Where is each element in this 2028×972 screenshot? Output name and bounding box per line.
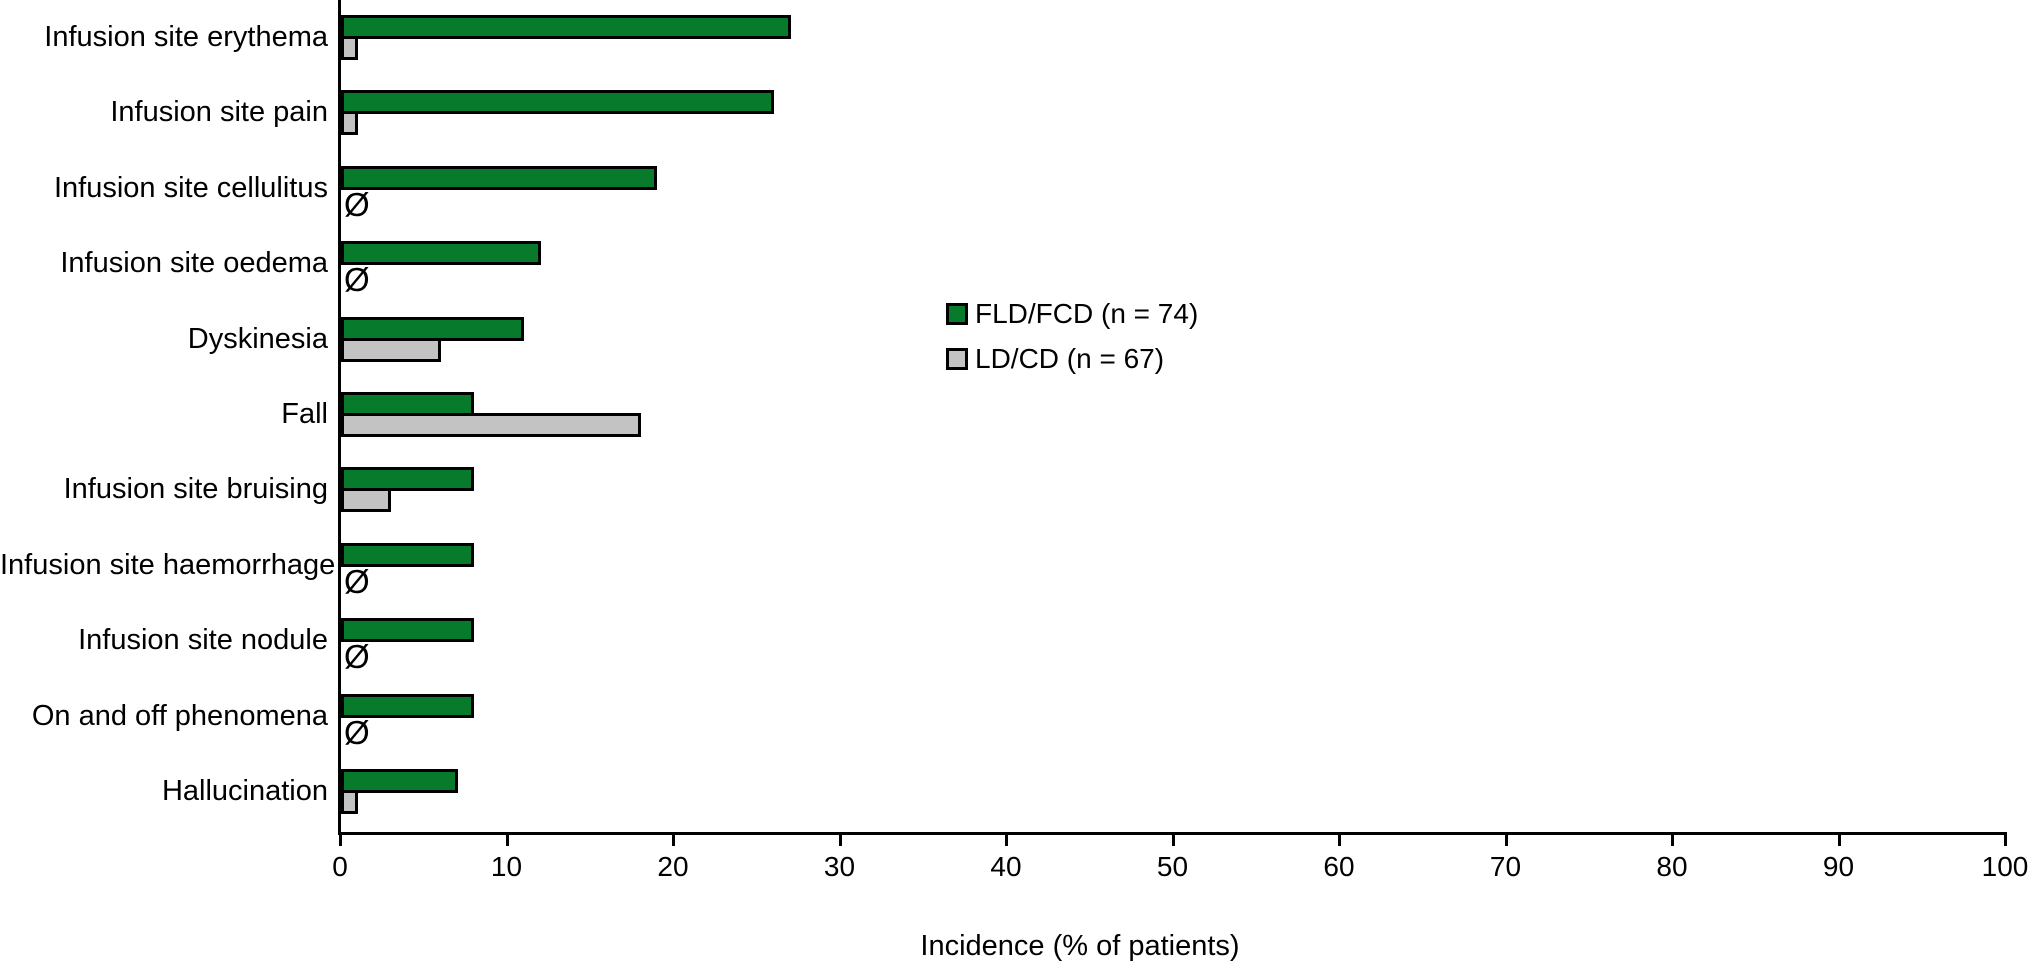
x-axis-tick-label: 40 — [990, 851, 1022, 882]
zero-marker: Ø — [344, 562, 370, 600]
category-label: Infusion site cellulitus — [53, 171, 328, 204]
legend-label: LD/CD (n = 67) — [975, 343, 1165, 374]
x-axis-tick — [1171, 832, 1175, 846]
x-axis-tick-label: 70 — [1489, 851, 1522, 882]
x-axis-tick-label: 100 — [1981, 851, 2028, 882]
legend-item: LD/CD (n = 67) — [946, 344, 1198, 374]
x-axis-tick — [1338, 832, 1341, 846]
legend-item: FLD/FCD (n = 74) — [946, 299, 1198, 329]
zero-marker: Ø — [344, 261, 370, 299]
legend-swatch-ld-cd — [946, 348, 968, 370]
category-label: Infusion site erythema — [44, 21, 328, 53]
ld-cd-bar — [341, 790, 358, 814]
legend-swatch-fld-fcd — [946, 303, 968, 325]
x-axis-tick — [1005, 832, 1008, 846]
zero-marker: Ø — [344, 713, 370, 751]
category-label: Fall — [281, 398, 328, 430]
x-axis-tick — [838, 832, 842, 846]
fld-fcd-bar — [341, 693, 474, 718]
x-axis-tick-label: 0 — [332, 851, 348, 882]
fld-fcd-bar — [341, 165, 657, 190]
x-axis-tick — [2004, 832, 2007, 846]
fld-fcd-bar — [341, 15, 791, 39]
ld-cd-bar — [341, 111, 358, 136]
zero-marker: Ø — [344, 185, 370, 223]
category-label: Infusion site oedema — [60, 247, 328, 280]
fld-fcd-bar — [341, 769, 458, 793]
x-axis-tick-label: 60 — [1323, 851, 1355, 882]
ld-cd-bar — [341, 413, 641, 437]
category-label: Infusion site bruising — [63, 473, 328, 506]
fld-fcd-bar — [341, 542, 474, 567]
category-label: Infusion site pain — [110, 96, 328, 129]
zero-marker: Ø — [344, 638, 370, 676]
fld-fcd-bar — [341, 241, 541, 266]
y-axis-line — [338, 0, 341, 835]
ld-cd-bar — [341, 337, 441, 362]
category-label: Dyskinesia — [187, 322, 328, 355]
ld-cd-bar — [341, 488, 391, 513]
x-axis-tick-label: 80 — [1656, 851, 1688, 882]
legend: FLD/FCD (n = 74) LD/CD (n = 67) — [946, 299, 1198, 389]
x-axis-tick-label: 20 — [657, 851, 689, 882]
x-axis-tick-label: 30 — [823, 851, 856, 882]
x-axis-tick — [672, 832, 675, 846]
x-axis-tick-label: 50 — [1156, 851, 1189, 882]
legend-label: FLD/FCD (n = 74) — [975, 298, 1199, 329]
x-axis-tick — [1504, 832, 1508, 846]
category-label: Infusion site haemorrhage — [0, 548, 336, 581]
category-label: On and off phenomena — [31, 699, 328, 732]
fld-fcd-bar — [341, 90, 774, 115]
ld-cd-bar — [341, 36, 358, 60]
x-axis-tick — [1671, 832, 1674, 846]
fld-fcd-bar — [341, 618, 474, 643]
x-axis-title: Incidence (% of patients) — [920, 930, 1240, 962]
fld-fcd-bar — [341, 467, 474, 492]
x-axis-tick — [1837, 832, 1841, 846]
category-label: Hallucination — [161, 775, 328, 807]
x-axis-tick-label: 90 — [1822, 851, 1855, 882]
category-label: Infusion site nodule — [78, 624, 328, 657]
x-axis-tick — [505, 832, 509, 846]
x-axis-tick — [339, 832, 342, 846]
x-axis-tick-label: 10 — [490, 851, 523, 882]
